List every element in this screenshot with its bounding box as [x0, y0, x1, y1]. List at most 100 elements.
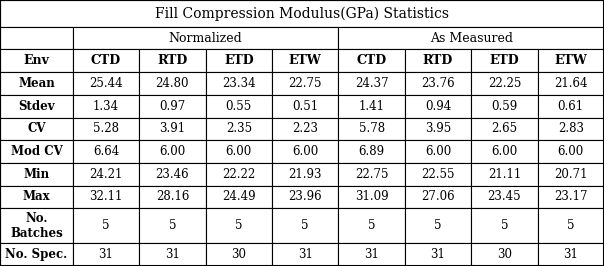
- Bar: [471, 243, 538, 266]
- Bar: [471, 72, 538, 95]
- Bar: [471, 49, 538, 72]
- Text: ETW: ETW: [289, 54, 321, 67]
- Bar: [405, 140, 471, 163]
- Bar: [205, 72, 272, 95]
- Bar: [405, 163, 471, 186]
- Text: 24.80: 24.80: [156, 77, 189, 90]
- Text: 2.65: 2.65: [491, 122, 518, 135]
- Bar: [338, 118, 405, 140]
- Bar: [73, 49, 139, 72]
- Bar: [272, 140, 338, 163]
- Text: No. Spec.: No. Spec.: [5, 248, 68, 261]
- Bar: [139, 95, 205, 118]
- Bar: [0, 95, 73, 118]
- Text: 23.17: 23.17: [554, 190, 588, 203]
- Text: Mod CV: Mod CV: [10, 145, 62, 158]
- Bar: [73, 95, 139, 118]
- Bar: [471, 208, 538, 243]
- Bar: [0, 163, 73, 186]
- Bar: [538, 118, 604, 140]
- Bar: [272, 95, 338, 118]
- Text: 6.00: 6.00: [159, 145, 185, 158]
- Bar: [538, 186, 604, 208]
- Bar: [538, 140, 604, 163]
- Bar: [471, 186, 538, 208]
- Text: 23.76: 23.76: [421, 77, 455, 90]
- Text: 6.00: 6.00: [226, 145, 252, 158]
- Text: 2.83: 2.83: [558, 122, 584, 135]
- Bar: [272, 208, 338, 243]
- Text: 0.97: 0.97: [159, 100, 185, 113]
- Bar: [405, 72, 471, 95]
- Text: 22.25: 22.25: [487, 77, 521, 90]
- Text: 31.09: 31.09: [355, 190, 388, 203]
- Text: 31: 31: [564, 248, 578, 261]
- Text: 24.49: 24.49: [222, 190, 255, 203]
- Bar: [338, 27, 604, 49]
- Text: 21.64: 21.64: [554, 77, 588, 90]
- Text: 5: 5: [567, 219, 574, 232]
- Bar: [73, 118, 139, 140]
- Text: 20.71: 20.71: [554, 168, 588, 181]
- Bar: [471, 95, 538, 118]
- Text: 5: 5: [235, 219, 243, 232]
- Bar: [471, 140, 538, 163]
- Bar: [0, 0, 604, 27]
- Bar: [139, 49, 205, 72]
- Bar: [338, 243, 405, 266]
- Bar: [272, 186, 338, 208]
- Bar: [405, 95, 471, 118]
- Bar: [205, 243, 272, 266]
- Bar: [405, 208, 471, 243]
- Bar: [73, 163, 139, 186]
- Bar: [73, 140, 139, 163]
- Text: 23.96: 23.96: [288, 190, 322, 203]
- Text: 23.45: 23.45: [487, 190, 521, 203]
- Text: 27.06: 27.06: [421, 190, 455, 203]
- Bar: [139, 208, 205, 243]
- Text: 2.23: 2.23: [292, 122, 318, 135]
- Bar: [0, 118, 73, 140]
- Text: No.
Batches: No. Batches: [10, 212, 63, 240]
- Bar: [0, 27, 73, 49]
- Text: 28.16: 28.16: [156, 190, 189, 203]
- Bar: [139, 186, 205, 208]
- Text: CTD: CTD: [91, 54, 121, 67]
- Bar: [405, 186, 471, 208]
- Text: RTD: RTD: [423, 54, 453, 67]
- Bar: [272, 72, 338, 95]
- Bar: [139, 163, 205, 186]
- Bar: [205, 186, 272, 208]
- Text: RTD: RTD: [157, 54, 188, 67]
- Text: 0.61: 0.61: [557, 100, 584, 113]
- Bar: [0, 140, 73, 163]
- Text: 6.64: 6.64: [93, 145, 119, 158]
- Bar: [73, 72, 139, 95]
- Bar: [338, 49, 405, 72]
- Text: 5.28: 5.28: [93, 122, 119, 135]
- Bar: [272, 243, 338, 266]
- Bar: [0, 186, 73, 208]
- Text: 5: 5: [501, 219, 508, 232]
- Text: 1.41: 1.41: [359, 100, 385, 113]
- Text: 30: 30: [497, 248, 512, 261]
- Bar: [471, 163, 538, 186]
- Bar: [139, 72, 205, 95]
- Bar: [0, 243, 73, 266]
- Bar: [338, 140, 405, 163]
- Text: ETD: ETD: [490, 54, 519, 67]
- Bar: [0, 208, 73, 243]
- Text: 6.00: 6.00: [425, 145, 451, 158]
- Text: As Measured: As Measured: [429, 32, 513, 45]
- Bar: [205, 95, 272, 118]
- Bar: [205, 208, 272, 243]
- Text: 31: 31: [298, 248, 313, 261]
- Text: 21.93: 21.93: [289, 168, 322, 181]
- Text: 30: 30: [231, 248, 246, 261]
- Bar: [0, 49, 73, 72]
- Bar: [139, 118, 205, 140]
- Text: 6.89: 6.89: [359, 145, 385, 158]
- Text: CV: CV: [27, 122, 46, 135]
- Bar: [139, 140, 205, 163]
- Text: 0.94: 0.94: [425, 100, 451, 113]
